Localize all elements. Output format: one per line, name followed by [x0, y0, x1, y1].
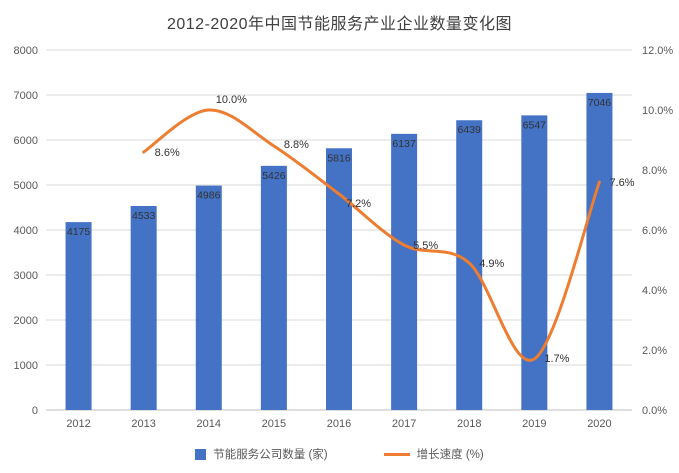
growth-value-label: 7.2% — [346, 198, 371, 210]
x-axis-tick-label: 2018 — [457, 418, 481, 430]
y-axis-left-tick-label: 7000 — [14, 90, 38, 102]
bar-value-label: 6137 — [392, 138, 416, 150]
y-axis-right-tick-label: 0.0% — [642, 405, 667, 417]
y-axis-right-tick-label: 4.0% — [642, 285, 667, 297]
chart-title: 2012-2020年中国节能服务产业企业数量变化图 — [166, 16, 513, 33]
bar-2016 — [326, 148, 352, 410]
y-axis-right-tick-label: 6.0% — [642, 225, 667, 237]
y-axis-left-tick-label: 4000 — [14, 225, 38, 237]
legend-item-line-series: 增长速度 (%) — [383, 446, 484, 462]
bar-2020 — [586, 92, 613, 411]
bar-2013 — [130, 206, 157, 410]
bar-2012 — [65, 222, 92, 410]
y-axis-left-tick-label: 5000 — [14, 180, 38, 192]
y-axis-left-tick-label: 6000 — [14, 135, 38, 147]
growth-value-label: 8.8% — [284, 139, 309, 151]
bar-2017 — [391, 133, 418, 410]
y-axis-right-tick-label: 8.0% — [642, 165, 667, 177]
legend-bar-series-label: 节能服务公司数量 (家) — [213, 449, 328, 461]
bar-value-label: 4533 — [132, 210, 156, 222]
y-axis-left-tick-label: 3000 — [14, 270, 38, 282]
y-axis-right-tick-label: 2.0% — [642, 345, 667, 357]
growth-value-label: 5.5% — [413, 240, 438, 252]
bar-series-swatch-icon — [195, 448, 207, 460]
x-axis-tick-label: 2017 — [392, 418, 416, 430]
bar-value-label: 7046 — [588, 97, 612, 109]
growth-rate-line — [142, 108, 601, 362]
y-axis-left-tick-label: 1000 — [14, 360, 38, 372]
x-axis-tick-label: 2015 — [262, 418, 286, 430]
y-axis-left-tick-label: 8000 — [14, 45, 38, 57]
y-axis-left-tick-label: 2000 — [14, 315, 38, 327]
bar-2014 — [195, 185, 222, 410]
bar-value-label: 4986 — [197, 190, 221, 202]
bar-value-label: 5816 — [327, 152, 351, 164]
legend-line-series-label: 增长速度 (%) — [416, 449, 484, 461]
growth-value-label: 1.7% — [544, 353, 569, 365]
y-axis-left-tick-label: 0 — [32, 405, 38, 417]
growth-value-label: 4.9% — [479, 258, 504, 270]
bar-2019 — [521, 115, 548, 410]
bar-2015 — [260, 165, 287, 410]
bar-value-label: 4175 — [67, 226, 91, 238]
growth-value-label: 7.6% — [609, 177, 634, 189]
legend-item-bar-series: 节能服务公司数量 (家) — [195, 446, 328, 462]
chart-legend: 节能服务公司数量 (家) 增长速度 (%) — [0, 446, 679, 462]
bar-2018 — [456, 120, 483, 411]
bar-value-label: 5426 — [262, 170, 286, 182]
x-axis-tick-label: 2019 — [522, 418, 546, 430]
growth-value-label: 8.6% — [155, 147, 180, 159]
bar-value-label: 6439 — [458, 124, 482, 136]
x-axis-tick-label: 2013 — [131, 418, 155, 430]
x-axis-tick-label: 2014 — [197, 418, 221, 430]
x-axis-tick-label: 2020 — [587, 418, 611, 430]
x-axis-tick-label: 2016 — [327, 418, 351, 430]
y-axis-right-tick-label: 12.0% — [642, 45, 673, 57]
bar-value-label: 6547 — [523, 119, 547, 131]
y-axis-right-tick-label: 10.0% — [642, 105, 673, 117]
growth-value-label: 10.0% — [216, 94, 247, 106]
x-axis-tick-label: 2012 — [66, 418, 90, 430]
line-series-swatch-icon — [383, 452, 410, 456]
